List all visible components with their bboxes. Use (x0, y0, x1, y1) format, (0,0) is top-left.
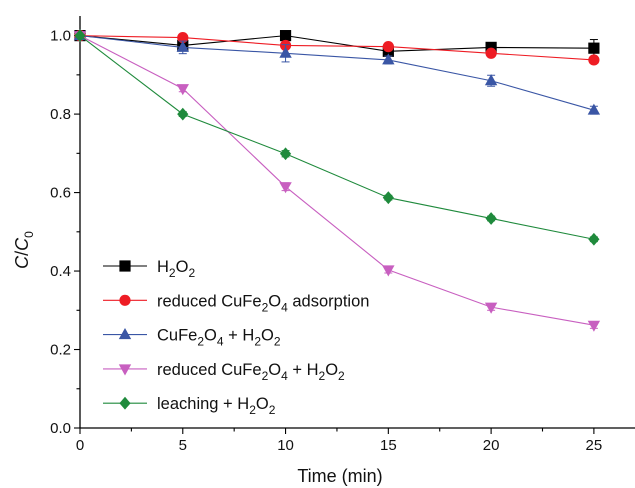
data-point (588, 232, 600, 246)
data-point (485, 47, 497, 59)
x-tick-label: 25 (586, 437, 603, 454)
y-title-c: C (12, 237, 32, 251)
legend-subscript: 2 (262, 300, 269, 314)
data-point (588, 54, 600, 66)
y-tick-label: 0.8 (50, 106, 71, 123)
legend-subscript: 2 (188, 266, 195, 280)
y-title-slash: / (12, 251, 32, 256)
y-tick-label: 0.6 (50, 185, 71, 202)
legend-marker (118, 328, 132, 340)
series-line (79, 35, 594, 61)
data-point (382, 41, 394, 53)
data-point (485, 212, 497, 225)
data-point (177, 31, 189, 44)
data-point (279, 46, 292, 58)
data-point (484, 74, 498, 86)
axis-ticks (74, 35, 595, 434)
y-title-c: C (12, 255, 32, 269)
legend-item: reduced CuFe2O4 adsorption (103, 292, 369, 314)
legend-subscript: 2 (197, 335, 204, 349)
legend-marker (119, 260, 131, 272)
series-line (79, 35, 594, 326)
legend-text-part: O (268, 361, 281, 379)
data-point (382, 191, 394, 205)
legend-text-part: reduced CuFe (157, 292, 262, 310)
plot-series (73, 29, 601, 332)
legend-subscript: 2 (262, 369, 269, 383)
y-tick-label: 1.0 (50, 28, 71, 45)
legend-text-part: O (261, 327, 274, 345)
data-point (587, 320, 601, 332)
legend-label: leaching + H2O2 (157, 395, 276, 417)
legend-text-part: O (256, 395, 269, 413)
data-point (587, 103, 601, 115)
series-4 (74, 29, 600, 246)
legend-subscript: 2 (269, 403, 276, 417)
data-point (279, 182, 292, 194)
data-point (279, 30, 292, 42)
legend-text-part: + H (224, 327, 255, 345)
x-tick-label: 20 (483, 437, 500, 454)
legend-subscript: 4 (217, 335, 224, 349)
legend-text-part: leaching + H (157, 395, 249, 413)
legend-subscript: 2 (338, 369, 345, 383)
legend-marker (118, 364, 132, 376)
data-point (588, 42, 600, 54)
data-point (382, 265, 395, 277)
legend-text-part: CuFe (157, 327, 197, 345)
data-point (177, 107, 189, 121)
series-line (79, 35, 595, 111)
legend-label: CuFe2O4 + H2O2 (157, 327, 281, 349)
legend-subscript: 2 (249, 403, 256, 417)
legend-subscript: 4 (281, 300, 288, 314)
x-tick-label: 0 (76, 437, 84, 454)
legend-item: reduced CuFe2O4 + H2O2 (103, 361, 345, 383)
legend-text-part: H (157, 258, 169, 276)
data-point (176, 40, 189, 52)
data-point (176, 84, 189, 96)
x-tick-label: 10 (277, 437, 294, 454)
legend-subscript: 2 (254, 335, 261, 349)
legend-item: CuFe2O4 + H2O2 (103, 327, 281, 349)
data-point (485, 41, 497, 53)
data-point (382, 53, 395, 65)
legend-subscript: 2 (274, 335, 281, 349)
legend-text-part: O (325, 361, 338, 379)
x-tick-label: 5 (179, 437, 187, 454)
x-axis-title: Time (min) (297, 466, 382, 486)
legend-subscript: 2 (319, 369, 326, 383)
tick-labels: 0 5 10 15 20 25 0.0 0.2 0.4 0.6 0.8 1.0 (50, 28, 602, 454)
data-point (74, 29, 86, 43)
y-title-subscript: 0 (22, 231, 36, 238)
series-line (79, 35, 594, 52)
legend-item: H2O2 (103, 258, 195, 280)
x-tick-label: 15 (380, 437, 397, 454)
legend-label: reduced CuFe2O4 + H2O2 (157, 361, 345, 383)
legend-text-part: + H (288, 361, 319, 379)
y-tick-label: 0.4 (50, 263, 71, 280)
legend-marker (119, 396, 131, 410)
series-line (79, 35, 594, 240)
legend-text-part: O (176, 258, 189, 276)
legend-label: reduced CuFe2O4 adsorption (157, 292, 369, 314)
series-2 (73, 29, 601, 115)
y-tick-label: 0.0 (50, 420, 71, 437)
series-3 (73, 31, 601, 332)
legend-marker (119, 294, 131, 306)
legend-text-part: adsorption (288, 292, 370, 310)
legend-text-part: O (268, 292, 281, 310)
legend-subscript: 2 (169, 266, 176, 280)
legend-item: leaching + H2O2 (103, 395, 276, 417)
data-point (484, 302, 498, 314)
data-point (279, 147, 292, 161)
legend-label: H2O2 (157, 258, 195, 280)
legend-text-part: O (204, 327, 217, 345)
legend-text-part: reduced CuFe (157, 361, 262, 379)
y-axis-title: C/C0 (12, 231, 36, 269)
legend-subscript: 4 (281, 369, 288, 383)
y-tick-label: 0.2 (50, 342, 71, 359)
